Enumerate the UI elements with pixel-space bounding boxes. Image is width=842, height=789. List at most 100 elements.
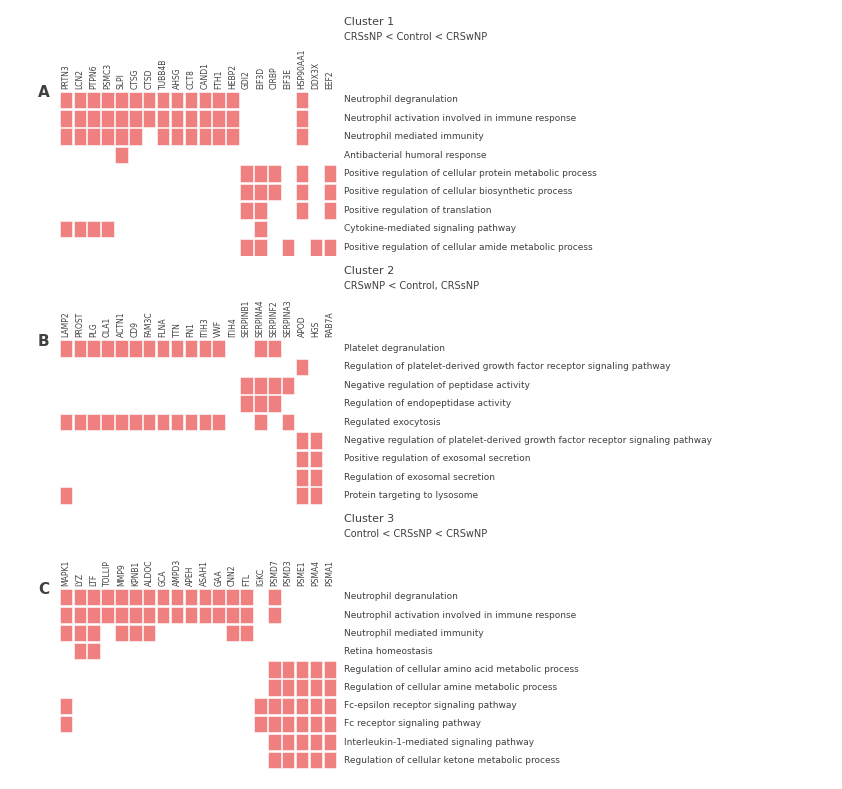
Text: LTF: LTF <box>89 574 99 586</box>
Text: FLNA: FLNA <box>158 318 168 338</box>
Bar <box>143 110 156 127</box>
Bar <box>129 589 141 605</box>
Text: SERPINB1: SERPINB1 <box>242 300 251 338</box>
Bar <box>282 661 295 678</box>
Text: LAMP2: LAMP2 <box>61 312 71 338</box>
Bar <box>171 413 184 430</box>
Bar <box>323 239 336 256</box>
Text: PSME1: PSME1 <box>297 560 306 586</box>
Text: FTH1: FTH1 <box>214 69 223 89</box>
Bar <box>60 220 72 237</box>
Bar <box>157 607 169 623</box>
Bar <box>212 607 225 623</box>
Bar <box>101 340 114 357</box>
Text: Positive regulation of translation: Positive regulation of translation <box>344 206 491 215</box>
Bar <box>282 752 295 768</box>
Bar <box>184 340 197 357</box>
Text: Positive regulation of cellular amide metabolic process: Positive regulation of cellular amide me… <box>344 243 593 252</box>
Bar <box>212 129 225 145</box>
Bar <box>296 469 308 486</box>
Bar <box>296 716 308 732</box>
Bar <box>296 432 308 449</box>
Text: VWF: VWF <box>214 320 223 338</box>
Bar <box>101 110 114 127</box>
Bar <box>101 413 114 430</box>
Bar <box>115 147 128 163</box>
Text: Cytokine-mediated signaling pathway: Cytokine-mediated signaling pathway <box>344 224 516 234</box>
Text: ITIH3: ITIH3 <box>200 318 210 338</box>
Text: EIF3E: EIF3E <box>284 68 293 89</box>
Text: FAM3C: FAM3C <box>145 312 154 338</box>
Bar <box>171 340 184 357</box>
Text: HGS: HGS <box>312 321 321 338</box>
Text: TUBB4B: TUBB4B <box>158 58 168 89</box>
Bar <box>129 340 141 357</box>
Text: FTL: FTL <box>242 573 251 586</box>
Bar <box>282 716 295 732</box>
Bar <box>310 239 322 256</box>
Bar <box>184 129 197 145</box>
Bar <box>73 643 86 660</box>
Bar <box>115 625 128 641</box>
Bar <box>268 734 280 750</box>
Bar <box>240 377 253 394</box>
Bar <box>199 589 211 605</box>
Bar <box>323 697 336 714</box>
Text: EIF3D: EIF3D <box>256 67 265 89</box>
Bar <box>254 395 267 412</box>
Bar <box>323 752 336 768</box>
Bar <box>157 413 169 430</box>
Bar <box>282 679 295 696</box>
Bar <box>282 697 295 714</box>
Bar <box>310 469 322 486</box>
Bar <box>88 607 100 623</box>
Bar <box>73 589 86 605</box>
Bar <box>226 110 239 127</box>
Text: APEH: APEH <box>186 566 195 586</box>
Bar <box>129 607 141 623</box>
Bar <box>101 589 114 605</box>
Bar <box>73 220 86 237</box>
Bar <box>171 110 184 127</box>
Text: CIRBP: CIRBP <box>269 66 279 89</box>
Bar <box>184 589 197 605</box>
Text: PLG: PLG <box>89 323 99 338</box>
Bar <box>296 129 308 145</box>
Text: Neutrophil activation involved in immune response: Neutrophil activation involved in immune… <box>344 611 576 619</box>
Bar <box>115 340 128 357</box>
Bar <box>184 92 197 108</box>
Text: Neutrophil degranulation: Neutrophil degranulation <box>344 593 457 601</box>
Bar <box>73 625 86 641</box>
Bar <box>310 451 322 467</box>
Bar <box>157 110 169 127</box>
Text: CAND1: CAND1 <box>200 62 210 89</box>
Text: MAPK1: MAPK1 <box>61 559 71 586</box>
Bar <box>310 432 322 449</box>
Text: Cluster 2: Cluster 2 <box>344 266 394 276</box>
Bar <box>129 413 141 430</box>
Bar <box>143 625 156 641</box>
Text: CTSG: CTSG <box>131 69 140 89</box>
Text: GCA: GCA <box>158 570 168 586</box>
Bar <box>88 643 100 660</box>
Bar <box>254 239 267 256</box>
Bar <box>60 488 72 504</box>
Bar <box>296 202 308 219</box>
Bar <box>171 607 184 623</box>
Bar <box>240 239 253 256</box>
Bar <box>323 679 336 696</box>
Text: Antibacterial humoral response: Antibacterial humoral response <box>344 151 486 159</box>
Text: GAA: GAA <box>214 570 223 586</box>
Text: Retina homeostasis: Retina homeostasis <box>344 647 433 656</box>
Bar <box>254 202 267 219</box>
Bar <box>240 166 253 182</box>
Text: Negative regulation of platelet-derived growth factor receptor signaling pathway: Negative regulation of platelet-derived … <box>344 436 711 445</box>
Bar <box>101 220 114 237</box>
Bar <box>296 358 308 375</box>
Bar <box>240 202 253 219</box>
Text: LYZ: LYZ <box>75 573 84 586</box>
Bar <box>88 110 100 127</box>
Bar <box>60 92 72 108</box>
Bar <box>115 589 128 605</box>
Bar <box>268 679 280 696</box>
